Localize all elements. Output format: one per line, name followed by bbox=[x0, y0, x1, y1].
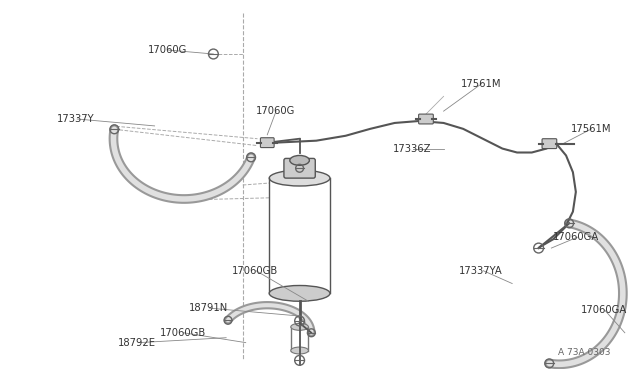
FancyBboxPatch shape bbox=[284, 158, 316, 178]
Text: 17060GB: 17060GB bbox=[159, 328, 206, 338]
Text: 17060G: 17060G bbox=[255, 106, 295, 116]
Text: 17561M: 17561M bbox=[461, 78, 502, 89]
Text: 18791N: 18791N bbox=[189, 303, 228, 313]
Ellipse shape bbox=[291, 347, 308, 354]
Ellipse shape bbox=[269, 285, 330, 301]
FancyBboxPatch shape bbox=[419, 114, 433, 124]
Text: 17060GA: 17060GA bbox=[580, 305, 627, 315]
FancyBboxPatch shape bbox=[260, 138, 274, 148]
Text: A 73A 0303: A 73A 0303 bbox=[557, 349, 610, 357]
Text: 18792E: 18792E bbox=[118, 338, 156, 347]
FancyBboxPatch shape bbox=[542, 139, 557, 148]
Text: 17336Z: 17336Z bbox=[393, 144, 431, 154]
Ellipse shape bbox=[269, 170, 330, 186]
Text: 17060GB: 17060GB bbox=[232, 266, 278, 276]
Text: 17337Y: 17337Y bbox=[57, 114, 94, 124]
Text: 17060G: 17060G bbox=[148, 45, 187, 55]
Ellipse shape bbox=[290, 155, 309, 165]
Text: 17337YA: 17337YA bbox=[460, 266, 503, 276]
Text: 17060GA: 17060GA bbox=[554, 232, 600, 242]
Ellipse shape bbox=[291, 323, 308, 330]
Text: 17561M: 17561M bbox=[571, 124, 611, 134]
